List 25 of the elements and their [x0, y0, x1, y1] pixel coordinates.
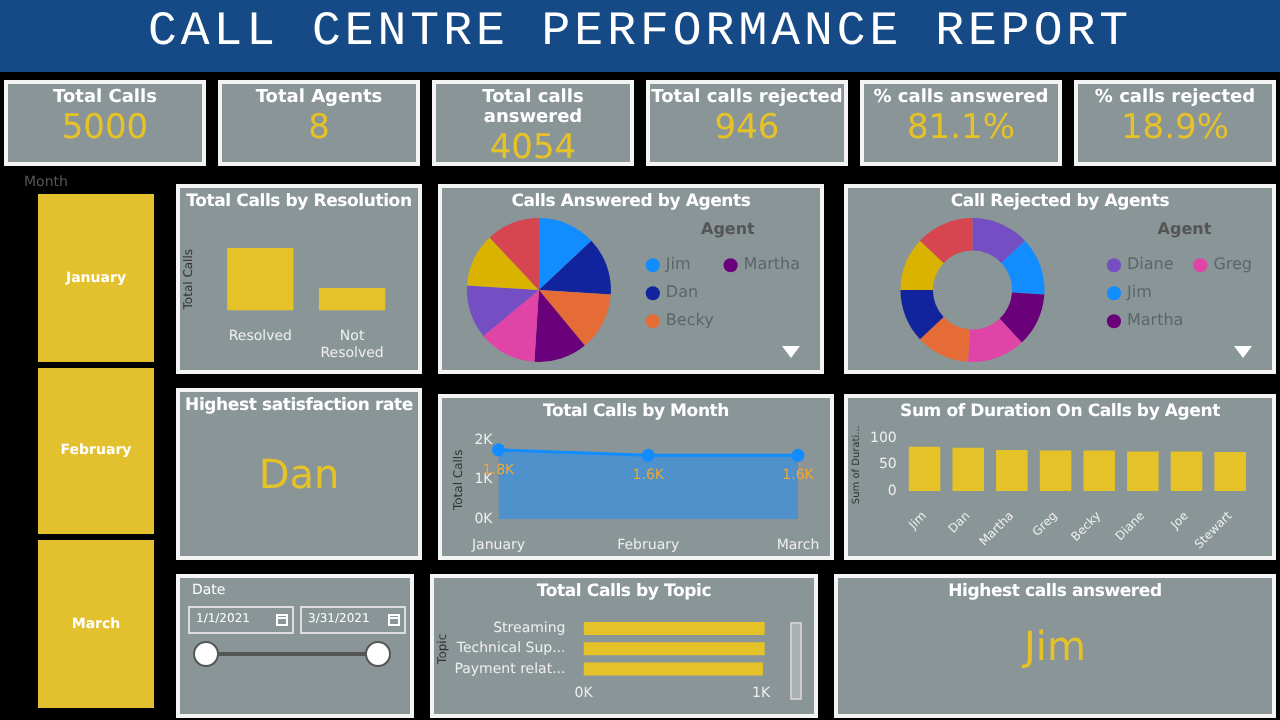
text: CALL CENTRE PERFORMANCE REPORT	[0, 0, 1280, 72]
text: % calls rejected	[1092, 86, 1258, 108]
text: Jim	[1020, 622, 1088, 670]
text: Highest satisfaction rate	[183, 394, 415, 420]
chart-title: Calls Answered by Agents	[509, 190, 753, 216]
chart-title: Total Calls by Month	[540, 400, 732, 426]
text: 4054	[487, 128, 579, 166]
chart-title: Total Calls by Topic	[534, 580, 714, 606]
chart-title: Sum of Duration On Calls by Agent	[898, 400, 1222, 424]
legend-title: Agent	[1157, 220, 1212, 239]
text: Total Calls	[51, 86, 159, 108]
text: 5000	[59, 108, 151, 148]
text: Total calls rejected	[650, 86, 844, 108]
legend-title: Agent	[701, 220, 756, 239]
chart-title: Call Rejected by Agents	[948, 190, 1172, 216]
text: 81.1%	[904, 108, 1017, 148]
text: Total calls answered	[480, 86, 586, 128]
text: Highest calls answered	[946, 580, 1164, 606]
text: % calls answered	[871, 86, 1051, 108]
text: 8	[306, 108, 332, 148]
text: Dan	[256, 450, 342, 498]
text: Total Agents	[253, 86, 385, 108]
chart-title: Total Calls by Resolution	[184, 190, 414, 216]
text: 946	[712, 108, 782, 148]
text: 18.9%	[1118, 108, 1231, 148]
